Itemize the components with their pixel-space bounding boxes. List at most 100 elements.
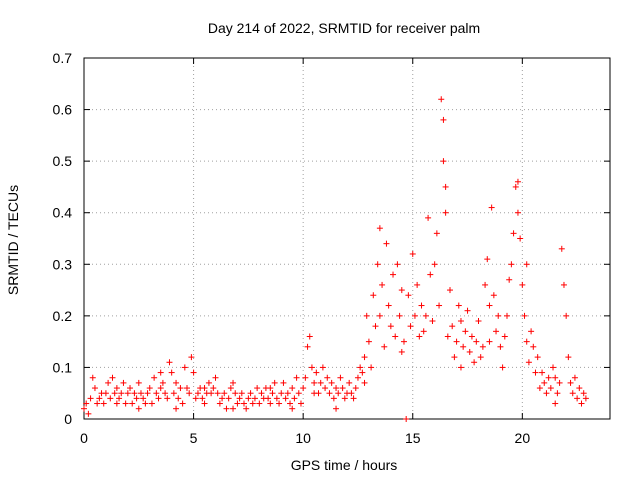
data-point [532,369,539,376]
data-point [238,390,245,397]
data-point [444,333,451,340]
data-point [297,400,304,407]
data-point [420,328,427,335]
data-point [240,400,247,407]
data-point [118,390,125,397]
y-tick-label: 0.1 [53,359,73,375]
data-point [348,390,355,397]
data-point [188,354,195,361]
data-point [490,292,497,299]
data-point [137,390,144,397]
data-point [482,281,489,288]
data-point [523,261,530,268]
data-point [324,374,331,381]
data-point [337,374,344,381]
data-point [569,390,576,397]
data-point [225,395,232,402]
data-point [403,416,410,422]
data-point [550,364,557,371]
data-point [219,395,226,402]
data-point [508,261,515,268]
data-point [153,390,160,397]
data-point [468,333,475,340]
data-point [322,385,329,392]
data-point [376,312,383,319]
data-point [308,364,315,371]
data-point [447,287,454,294]
data-point [517,235,524,242]
data-point [361,354,368,361]
data-point [201,400,208,407]
grid-layer [84,58,610,419]
data-point [179,400,186,407]
x-tick-label: 15 [405,430,421,446]
data-point [339,385,346,392]
data-point [501,333,508,340]
y-tick-labels: 0 0.1 0.2 0.3 0.4 0.5 0.6 0.7 [53,50,73,427]
data-point [247,390,254,397]
y-tick-label: 0.4 [53,205,73,221]
data-point [96,395,103,402]
x-tick-label: 20 [515,430,531,446]
data-point [475,318,482,325]
data-point [131,390,138,397]
data-point [333,385,340,392]
data-point [418,302,425,309]
data-point [422,312,429,319]
data-point [453,338,460,345]
data-point [284,390,291,397]
data-point [83,400,90,407]
data-point [245,395,252,402]
data-point [578,400,585,407]
data-point [547,385,554,392]
x-tick-label: 0 [80,430,88,446]
data-point [398,348,405,355]
data-point [541,379,548,386]
data-point [560,281,567,288]
data-point [394,261,401,268]
data-point [539,369,546,376]
data-point [155,395,162,402]
tick-layer [83,57,610,420]
x-tick-label: 5 [190,430,198,446]
data-point [457,318,464,325]
data-point [113,385,120,392]
data-point [113,400,120,407]
data-point [168,369,175,376]
data-point [271,379,278,386]
data-point [326,390,333,397]
data-point [361,379,368,386]
y-tick-label: 0 [64,411,72,427]
data-point [151,374,158,381]
data-point [471,359,478,366]
data-point [552,374,559,381]
data-point [438,96,445,103]
x-tick-labels: 0 5 10 15 20 [80,430,530,446]
data-point [148,400,155,407]
data-point [400,338,407,345]
data-point [521,312,528,319]
data-point [232,390,239,397]
data-point [510,230,517,237]
data-point [460,343,467,350]
data-point [317,379,324,386]
data-point [519,281,526,288]
data-point [267,400,274,407]
data-point [164,395,171,402]
data-point [506,276,513,283]
data-point [440,158,447,165]
data-point [372,323,379,330]
data-point [135,379,142,386]
data-point [105,379,112,386]
y-tick-label: 0.2 [53,308,73,324]
data-point [528,328,535,335]
data-point [567,379,574,386]
data-point [111,390,118,397]
data-point [376,225,383,232]
data-point [499,364,506,371]
data-point [133,395,140,402]
data-point [379,281,386,288]
data-point [311,390,318,397]
data-point [157,369,164,376]
data-point [416,333,423,340]
